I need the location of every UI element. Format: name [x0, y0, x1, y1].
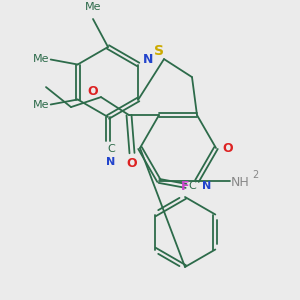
Text: N: N — [202, 181, 211, 191]
Text: S: S — [154, 44, 164, 58]
Text: F: F — [181, 181, 189, 194]
Text: N: N — [143, 53, 154, 66]
Text: O: O — [88, 85, 98, 98]
Text: NH: NH — [231, 176, 249, 189]
Text: 2: 2 — [252, 170, 258, 180]
Text: Me: Me — [32, 55, 49, 64]
Text: C: C — [188, 181, 196, 191]
Text: Me: Me — [32, 100, 49, 110]
Text: Me: Me — [85, 2, 101, 12]
Text: N: N — [106, 157, 116, 167]
Text: O: O — [127, 157, 137, 169]
Text: O: O — [223, 142, 233, 154]
Text: C: C — [107, 144, 115, 154]
